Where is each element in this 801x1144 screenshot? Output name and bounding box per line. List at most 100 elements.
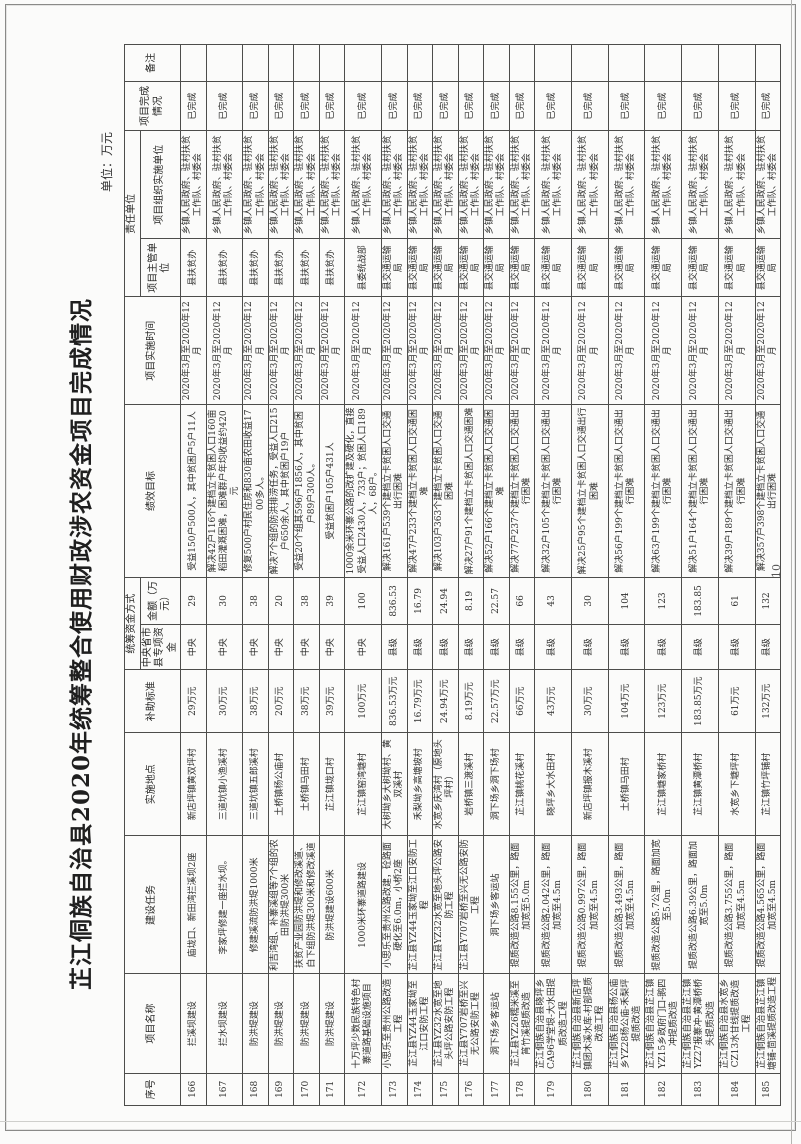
cell-name: 芷江侗族自治县芷江镇塘铺-茴溪提质改造工程 — [755, 973, 781, 1074]
cell-supervisor: 县扶贫办 — [268, 238, 294, 297]
cell-location: 三道坑镇小渔溪村 — [206, 732, 243, 836]
page-number: 10 — [770, 564, 783, 578]
cell-amount: 24.94 — [432, 577, 458, 625]
cell-goal: 受益150户500人，其中贫困户5户11人 — [180, 404, 206, 578]
cell-source: 县级 — [644, 624, 682, 670]
cell-standard: 104万元 — [608, 669, 645, 733]
cell-source: 县级 — [755, 624, 781, 670]
cell-amount: 30 — [571, 577, 608, 625]
cell-status: 已完成 — [718, 81, 755, 131]
cell-implementer: 乡镇人民政府、驻村扶贫工作队、村委会 — [432, 130, 458, 239]
cell-supervisor: 县委统战部 — [344, 238, 382, 297]
cell-time: 2020年3月至2020年12月 — [242, 296, 269, 405]
cell-goal: 受益20个组其596户1856人，其中贫困户89户300人。 — [293, 404, 320, 578]
cell-name: 拦水坝建设 — [206, 973, 243, 1074]
cell-remark — [180, 44, 206, 82]
cell-remark — [755, 44, 781, 82]
cell-time: 2020年3月至2020年12月 — [509, 296, 535, 405]
cell-location: 芷江镇垅口村 — [319, 732, 345, 836]
cell-remark — [681, 44, 719, 82]
cell-no: 171 — [319, 1073, 345, 1106]
cell-supervisor: 县扶贫办 — [293, 238, 320, 297]
cell-remark — [534, 44, 572, 82]
cell-location: 芷江镇塘家桥村 — [644, 732, 682, 836]
cell-name: 十万坪少数民族特色村寨道路基础设施项目 — [344, 973, 382, 1074]
cell-time: 2020年3月至2020年12月 — [681, 296, 719, 405]
col-header-location: 实施地点 — [124, 732, 181, 836]
cell-time: 2020年3月至2020年12月 — [755, 296, 781, 405]
cell-task: 利吉湾组、补寨溪组等7个组的农田防洪堤300米 — [268, 835, 294, 974]
table-row: 171 防洪堤建设 防洪堤建设600米 芷江镇垅口村 39万元 中央 39 受益贫困户105户… — [319, 44, 345, 1106]
cell-remark — [293, 44, 320, 82]
cell-task: 修建溪流防洪堤1000米 — [242, 835, 269, 974]
cell-location: 晓坪乡大水田村 — [534, 732, 572, 836]
cell-source: 中央 — [242, 624, 269, 670]
cell-goal: 解决63户199个建档立卡贫困人口交通出行困难 — [644, 404, 682, 578]
cell-remark — [608, 44, 645, 82]
cell-remark — [206, 44, 243, 82]
cell-time: 2020年3月至2020年12月 — [571, 296, 608, 405]
cell-no: 182 — [644, 1073, 682, 1106]
cell-supervisor: 县交通运输局 — [483, 238, 509, 297]
cell-goal: 解决32户105个建档立卡贫困人口交通出行困难 — [534, 404, 572, 578]
cell-name: 防洪堤建设 — [293, 973, 320, 1074]
cell-location: 三道坑镇五郎溪村 — [242, 732, 269, 836]
cell-no: 170 — [293, 1073, 320, 1106]
cell-location: 新店坪镇黄双坪村 — [180, 732, 206, 836]
col-header-remark: 备注 — [124, 44, 181, 82]
col-header-no: 序号 — [124, 1073, 181, 1106]
cell-name: 芷江县Y707岩桥至兴无公路安防工程 — [458, 973, 484, 1074]
cell-location: 新店坪镇报木溪村 — [571, 732, 608, 836]
cell-status: 已完成 — [432, 81, 458, 131]
cell-goal: 1000余米环寨公路的改扩建及硬化，直接受益人口2430人，733户；贫困人口1… — [344, 404, 382, 578]
cell-implementer: 乡镇人民政府、驻村扶贫工作队、村委会 — [319, 130, 345, 239]
cell-supervisor: 县交通运输局 — [458, 238, 484, 297]
table-row: 172 十万坪少数民族特色村寨道路基础设施项目 1000米环寨道路建设 芷江镇窑湾塘村… — [344, 44, 382, 1106]
cell-standard: 100万元 — [344, 669, 382, 733]
cell-time: 2020年3月至2020年12月 — [206, 296, 243, 405]
cell-source: 县级 — [432, 624, 458, 670]
cell-source: 县级 — [458, 624, 484, 670]
cell-goal: 解决42户116个建档立卡贫困人口160亩稻田灌溉困难，困难群户年均收益约420… — [206, 404, 243, 578]
cell-implementer: 乡镇人民政府、驻村扶贫工作队、村委会 — [608, 130, 645, 239]
cell-standard: 43万元 — [534, 669, 572, 733]
cell-standard: 20万元 — [268, 669, 294, 733]
cell-location: 岩桥镇三渡溪村 — [458, 732, 484, 836]
cell-remark — [509, 44, 535, 82]
table-row: 167 拦水坝建设 李家坪修建一座拦水坝。 三道坑镇小渔溪村 30万元 中央 30 解决42户… — [206, 44, 243, 1106]
cell-status: 已完成 — [242, 81, 269, 131]
cell-implementer: 乡镇人民政府、驻村扶贫工作队、村委会 — [718, 130, 755, 239]
cell-time: 2020年3月至2020年12月 — [381, 296, 407, 405]
cell-supervisor: 县交通运输局 — [534, 238, 572, 297]
cell-standard: 183.85万元 — [681, 669, 719, 733]
cell-status: 已完成 — [381, 81, 407, 131]
cell-implementer: 乡镇人民政府、驻村扶贫工作队、村委会 — [381, 130, 407, 239]
cell-amount: 8.19 — [458, 577, 484, 625]
col-header-standard: 补助标准 — [124, 669, 181, 733]
cell-standard: 66万元 — [509, 669, 535, 733]
cell-standard: 8.19万元 — [458, 669, 484, 733]
cell-task: 提质改造公路3.755公里，路面加宽至4.5m — [718, 835, 755, 974]
cell-status: 已完成 — [206, 81, 243, 131]
cell-status: 已完成 — [319, 81, 345, 131]
cell-standard: 39万元 — [319, 669, 345, 733]
cell-standard: 30万元 — [571, 669, 608, 733]
cell-no: 174 — [407, 1073, 433, 1106]
cell-time: 2020年3月至2020年12月 — [483, 296, 509, 405]
table-row: 179 芷江侗族自治县晓坪乡CA96学堂垠-大水田提质改造工程 提质改造公路2.04… — [534, 44, 572, 1106]
cell-task: 小思乐至贵州公路改建，砼路面硬化至6.0m，小桥2座 — [381, 835, 407, 974]
cell-implementer: 乡镇人民政府、驻村扶贫工作队、村委会 — [407, 130, 433, 239]
cell-goal: 解决7个组的防洪排涝任务，受益人口215户650余人，其中贫困户19户 — [268, 404, 294, 578]
cell-location: 洞下场乡洞下场村 — [483, 732, 509, 836]
cell-standard: 38万元 — [293, 669, 320, 733]
cell-time: 2020年3月至2020年12月 — [180, 296, 206, 405]
table-row: 166 拦溪坝建设 庙垅口、新田湾拦溪坝2座 新店坪镇黄双坪村 29万元 中央 29 受益15… — [180, 44, 206, 1106]
cell-status: 已完成 — [407, 81, 433, 131]
cell-supervisor: 县交通运输局 — [755, 238, 781, 297]
cell-no: 183 — [681, 1073, 719, 1106]
cell-supervisor: 县扶贫办 — [180, 238, 206, 297]
cell-remark — [381, 44, 407, 82]
cell-source: 中央 — [268, 624, 294, 670]
cell-implementer: 乡镇人民政府、驻村扶贫工作队、村委会 — [755, 130, 781, 239]
table-row: 181 芷江侗族自治县杨公庙乡YZ28杨公庙-禾梨坪提质改造 提质改造公路3.493… — [608, 44, 645, 1106]
